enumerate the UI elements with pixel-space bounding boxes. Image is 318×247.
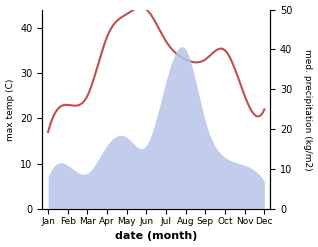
Y-axis label: max temp (C): max temp (C) [5,78,15,141]
X-axis label: date (month): date (month) [115,231,197,242]
Y-axis label: med. precipitation (kg/m2): med. precipitation (kg/m2) [303,49,313,170]
